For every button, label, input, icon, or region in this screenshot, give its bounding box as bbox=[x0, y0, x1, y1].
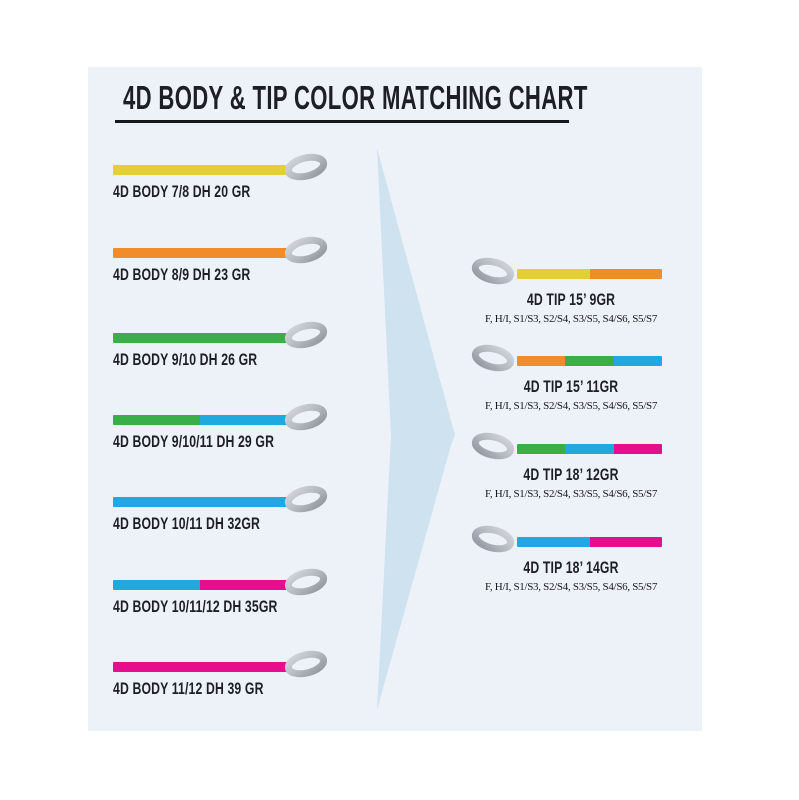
welded-loop-icon bbox=[284, 650, 328, 678]
welded-loop-icon bbox=[471, 344, 515, 372]
welded-loop-icon bbox=[471, 432, 515, 460]
body-label: 4D BODY 11/12 DH 39 GR bbox=[113, 679, 264, 698]
body-line bbox=[113, 415, 287, 425]
arrow-shape bbox=[377, 148, 455, 710]
tip-row: 4D TIP 15’ 11GR F, H/I, S1/S3, S2/S4, S3… bbox=[471, 344, 666, 422]
body-label: 4D BODY 9/10 DH 26 GR bbox=[113, 350, 258, 369]
tip-label: 4D TIP 15’ 9GR bbox=[526, 290, 616, 309]
welded-loop-icon bbox=[471, 525, 515, 553]
tip-line bbox=[517, 269, 662, 279]
body-line bbox=[113, 580, 287, 590]
body-label: 4D BODY 9/10/11 DH 29 GR bbox=[113, 432, 275, 451]
blue-line-segment bbox=[565, 444, 614, 454]
body-line bbox=[113, 662, 287, 672]
tip-line bbox=[517, 444, 662, 454]
pink-line-segment bbox=[613, 444, 662, 454]
body-row: 4D BODY 9/10/11 DH 29 GR bbox=[113, 403, 373, 475]
body-label: 4D BODY 10/11/12 DH 35GR bbox=[113, 597, 278, 616]
body-line bbox=[113, 248, 287, 258]
body-row: 4D BODY 10/11 DH 32GR bbox=[113, 485, 373, 557]
page-title-text: 4D BODY & TIP COLOR MATCHING CHART bbox=[123, 79, 588, 116]
welded-loop-icon bbox=[284, 236, 328, 264]
welded-loop-icon bbox=[284, 568, 328, 596]
tip-row: 4D TIP 15’ 9GR F, H/I, S1/S3, S2/S4, S3/… bbox=[471, 257, 666, 335]
body-label: 4D BODY 8/9 DH 23 GR bbox=[113, 265, 251, 284]
blue-line-segment bbox=[113, 497, 287, 507]
body-line bbox=[113, 333, 287, 343]
welded-loop-icon bbox=[284, 403, 328, 431]
blue-line-segment bbox=[613, 356, 662, 366]
body-line bbox=[113, 497, 287, 507]
tip-sink-options: F, H/I, S1/S3, S2/S4, S3/S5, S4/S6, S5/S… bbox=[484, 400, 658, 412]
tip-sink-options: F, H/I, S1/S3, S2/S4, S3/S5, S4/S6, S5/S… bbox=[484, 313, 658, 325]
tip-sink-options: F, H/I, S1/S3, S2/S4, S3/S5, S4/S6, S5/S… bbox=[484, 488, 658, 500]
orange-line-segment bbox=[589, 269, 662, 279]
body-row: 4D BODY 9/10 DH 26 GR bbox=[113, 321, 373, 393]
yellow-line-segment bbox=[517, 269, 590, 279]
page-title: 4D BODY & TIP COLOR MATCHING CHART bbox=[115, 81, 587, 123]
body-label: 4D BODY 10/11 DH 32GR bbox=[113, 514, 261, 533]
blue-line-segment bbox=[200, 415, 287, 425]
yellow-line-segment bbox=[113, 165, 287, 175]
chart-panel: 4D BODY & TIP COLOR MATCHING CHART 4D BO… bbox=[88, 67, 702, 731]
blue-line-segment bbox=[517, 537, 590, 547]
green-line-segment bbox=[565, 356, 614, 366]
welded-loop-icon bbox=[284, 321, 328, 349]
body-line bbox=[113, 165, 287, 175]
welded-loop-icon bbox=[471, 257, 515, 285]
pink-line-segment bbox=[200, 580, 287, 590]
orange-line-segment bbox=[113, 248, 287, 258]
pink-line-segment bbox=[113, 662, 287, 672]
body-label: 4D BODY 7/8 DH 20 GR bbox=[113, 182, 251, 201]
pink-line-segment bbox=[589, 537, 662, 547]
orange-line-segment bbox=[517, 356, 566, 366]
body-row: 4D BODY 10/11/12 DH 35GR bbox=[113, 568, 373, 640]
green-line-segment bbox=[113, 415, 200, 425]
green-line-segment bbox=[113, 333, 287, 343]
body-row: 4D BODY 8/9 DH 23 GR bbox=[113, 236, 373, 308]
tip-label: 4D TIP 18’ 14GR bbox=[523, 558, 619, 577]
tip-line bbox=[517, 537, 662, 547]
tip-row: 4D TIP 18’ 14GR F, H/I, S1/S3, S2/S4, S3… bbox=[471, 525, 666, 603]
tip-sink-options: F, H/I, S1/S3, S2/S4, S3/S5, S4/S6, S5/S… bbox=[484, 581, 658, 593]
tip-label: 4D TIP 18’ 12GR bbox=[523, 465, 619, 484]
tip-label: 4D TIP 15’ 11GR bbox=[523, 377, 619, 396]
tip-line bbox=[517, 356, 662, 366]
blue-line-segment bbox=[113, 580, 200, 590]
welded-loop-icon bbox=[284, 153, 328, 181]
tip-row: 4D TIP 18’ 12GR F, H/I, S1/S3, S2/S4, S3… bbox=[471, 432, 666, 510]
body-row: 4D BODY 11/12 DH 39 GR bbox=[113, 650, 373, 722]
welded-loop-icon bbox=[284, 485, 328, 513]
green-line-segment bbox=[517, 444, 566, 454]
body-row: 4D BODY 7/8 DH 20 GR bbox=[113, 153, 373, 225]
